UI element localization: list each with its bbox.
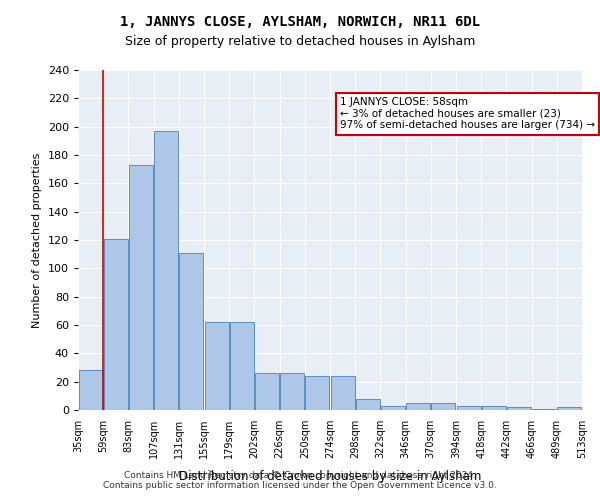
Bar [205, 322, 229, 410]
Bar [532, 408, 556, 410]
Text: Contains HM Land Registry data © Crown copyright and database right 2024.
Contai: Contains HM Land Registry data © Crown c… [103, 470, 497, 490]
Bar [507, 407, 531, 410]
Bar [381, 406, 405, 410]
Bar [280, 373, 304, 410]
Bar [79, 370, 103, 410]
Y-axis label: Number of detached properties: Number of detached properties [32, 152, 42, 328]
Text: Size of property relative to detached houses in Aylsham: Size of property relative to detached ho… [125, 35, 475, 48]
Bar [457, 406, 481, 410]
Text: 1 JANNYS CLOSE: 58sqm
← 3% of detached houses are smaller (23)
97% of semi-detac: 1 JANNYS CLOSE: 58sqm ← 3% of detached h… [340, 97, 595, 130]
Bar [305, 376, 329, 410]
X-axis label: Distribution of detached houses by size in Aylsham: Distribution of detached houses by size … [179, 470, 481, 482]
Bar [482, 406, 506, 410]
Bar [255, 373, 279, 410]
Bar [331, 376, 355, 410]
Bar [129, 165, 153, 410]
Bar [104, 238, 128, 410]
Bar [356, 398, 380, 410]
Bar [179, 252, 203, 410]
Text: 1, JANNYS CLOSE, AYLSHAM, NORWICH, NR11 6DL: 1, JANNYS CLOSE, AYLSHAM, NORWICH, NR11 … [120, 15, 480, 29]
Bar [154, 131, 178, 410]
Bar [431, 403, 455, 410]
Bar [557, 407, 581, 410]
Bar [406, 403, 430, 410]
Bar [230, 322, 254, 410]
